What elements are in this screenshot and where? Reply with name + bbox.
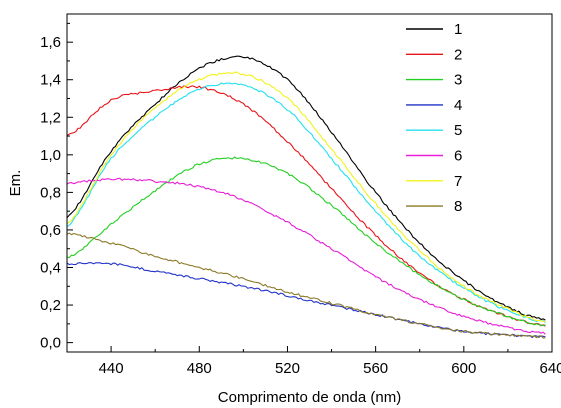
series-line-2 (66, 85, 546, 327)
x-tick-label-480: 480 (187, 360, 212, 377)
y-tick-label-1: 0,2 (40, 297, 61, 314)
series-line-3 (66, 156, 546, 327)
series-line-4 (66, 262, 546, 339)
x-tick-label-640: 640 (539, 360, 561, 377)
y-tick-label-0: 0,0 (40, 335, 61, 352)
x-axis-title: Comprimento de onda (nm) (218, 389, 401, 406)
legend-label-6: 6 (454, 148, 462, 165)
series-line-6 (66, 177, 546, 335)
legend-label-7: 7 (454, 173, 462, 190)
x-tick-label-440: 440 (99, 360, 124, 377)
x-tick-label-600: 600 (451, 360, 476, 377)
y-tick-label-2: 0,4 (40, 260, 61, 277)
y-tick-label-4: 0,8 (40, 184, 61, 201)
x-tick-label-520: 520 (275, 360, 300, 377)
series-line-7 (66, 71, 546, 323)
y-tick-label-6: 1,2 (40, 109, 61, 126)
legend-label-3: 3 (454, 72, 462, 89)
y-axis: 0,0 0,2 0,4 0,6 0,8 1,0 1,2 1,4 1,6 (40, 22, 73, 352)
y-axis-title: Em. (7, 170, 24, 197)
y-tick-label-7: 1,4 (40, 72, 61, 89)
x-axis: 440 480 520 560 600 640 (66, 346, 561, 377)
y-tick-label-8: 1,6 (40, 34, 61, 51)
y-tick-label-3: 0,6 (40, 222, 61, 239)
x-tick-label-560: 560 (363, 360, 388, 377)
legend: 1 2 3 4 5 6 7 8 (406, 21, 462, 215)
legend-label-5: 5 (454, 122, 462, 139)
series-line-1 (66, 55, 546, 321)
legend-label-1: 1 (454, 21, 462, 38)
series-line-8 (66, 232, 546, 339)
legend-label-4: 4 (454, 97, 462, 114)
y-tick-label-5: 1,0 (40, 147, 61, 164)
legend-label-8: 8 (454, 198, 462, 215)
plot-frame (66, 13, 553, 353)
plot-lines (66, 55, 546, 339)
legend-label-2: 2 (454, 46, 462, 63)
